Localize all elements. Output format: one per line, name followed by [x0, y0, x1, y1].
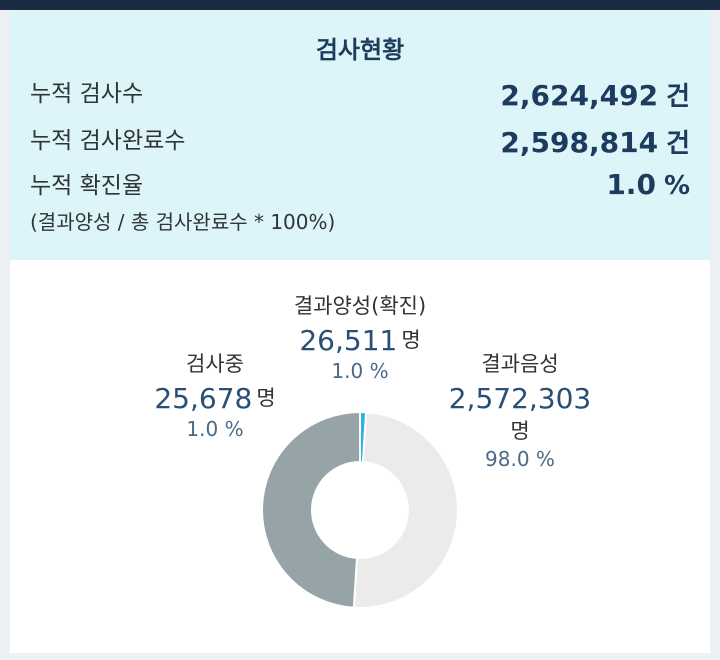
label-negative-value: 2,572,303: [448, 382, 592, 415]
label-positive-name: 결과양성(확진): [293, 294, 427, 318]
label-positive-value: 26,511: [299, 324, 398, 357]
cumulative-tests-unit: 건: [666, 82, 690, 112]
label-in-progress-name: 검사중: [186, 352, 244, 376]
donut-slice-in-progress: [261, 410, 361, 609]
cumulative-completed-number: 2,598,814: [500, 126, 659, 159]
positivity-rate-unit: %: [663, 171, 690, 201]
cumulative-completed-label: 누적 검사완료수: [30, 128, 186, 154]
label-in-progress-value: 25,678: [154, 382, 253, 415]
cumulative-tests-number: 2,624,492: [500, 79, 659, 112]
label-in-progress-percent: 1.0 %: [186, 417, 244, 441]
label-positive-unit: 명: [401, 328, 421, 352]
positivity-rate-number: 1.0: [606, 168, 656, 201]
label-in-progress: 검사중 25,678 명 1.0 %: [140, 348, 290, 441]
label-positive-count: 26,511 명: [250, 324, 470, 357]
positivity-rate-value: 1.0%: [606, 168, 690, 201]
cumulative-tests-label: 누적 검사수: [30, 81, 144, 107]
label-negative-name: 결과음성: [481, 352, 559, 376]
cumulative-tests-value: 2,624,492 건: [500, 76, 690, 113]
positivity-rate-label: 누적 확진율: [30, 173, 144, 199]
label-in-progress-unit: 명: [256, 386, 276, 410]
label-negative-unit: 명: [510, 419, 530, 443]
label-positive: 결과양성(확진) 26,511 명 1.0 %: [250, 290, 470, 383]
positivity-formula: (결과양성 / 총 검사완료수 * 100%): [30, 210, 336, 234]
summary-panel: 검사현황 누적 검사수 2,624,492 건 누적 검사완료수 2,598,81…: [10, 10, 710, 260]
donut-slice-negative: [352, 411, 459, 609]
test-status-card: 검사현황 누적 검사수 2,624,492 건 누적 검사완료수 2,598,81…: [10, 10, 710, 653]
summary-title: 검사현황: [315, 36, 405, 64]
cumulative-completed-value: 2,598,814 건: [500, 123, 690, 160]
label-in-progress-count: 25,678 명: [140, 382, 290, 415]
cumulative-completed-unit: 건: [666, 129, 690, 159]
top-bar: [0, 0, 720, 10]
label-positive-percent: 1.0 %: [331, 359, 389, 383]
label-negative: 결과음성 2,572,303 명 98.0 %: [430, 348, 610, 471]
donut-chart-area: 결과양성(확진) 26,511 명 1.0 % 결과음성 2,572,303 명 …: [10, 260, 710, 653]
label-negative-percent: 98.0 %: [485, 447, 555, 471]
donut-chart: [261, 410, 459, 609]
